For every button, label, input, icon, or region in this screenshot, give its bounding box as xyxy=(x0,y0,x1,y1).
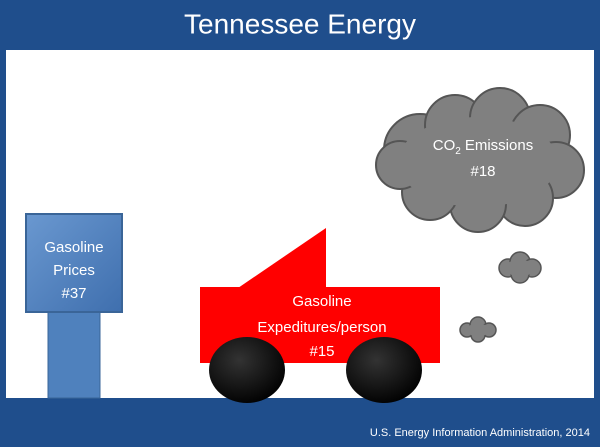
cloud-label-main: CO xyxy=(433,137,456,154)
cloud-label-rest: Emissions xyxy=(465,137,533,154)
cloud-label: CO2 Emissions xyxy=(433,137,533,157)
pump-label: Gasoline xyxy=(44,239,103,256)
car-label: Gasoline xyxy=(292,293,351,310)
pump-label: #37 xyxy=(61,285,86,302)
car-label: #15 xyxy=(309,343,334,360)
car-label: Expeditures/person xyxy=(257,319,386,336)
pump-stem xyxy=(48,310,100,398)
wheel xyxy=(209,337,285,403)
slide: Tennessee Energy Gasoline Prices #37 Gas… xyxy=(0,0,600,447)
title: Tennessee Energy xyxy=(184,8,416,39)
pump-label: Prices xyxy=(53,262,95,279)
page: {"header": {"title": "Tennessee Energy"}… xyxy=(0,0,600,447)
wheel xyxy=(346,337,422,403)
source: U.S. Energy Information Administration, … xyxy=(370,427,590,439)
cloud-rank: #18 xyxy=(470,163,495,180)
cloud-label-sub: 2 xyxy=(455,146,461,157)
